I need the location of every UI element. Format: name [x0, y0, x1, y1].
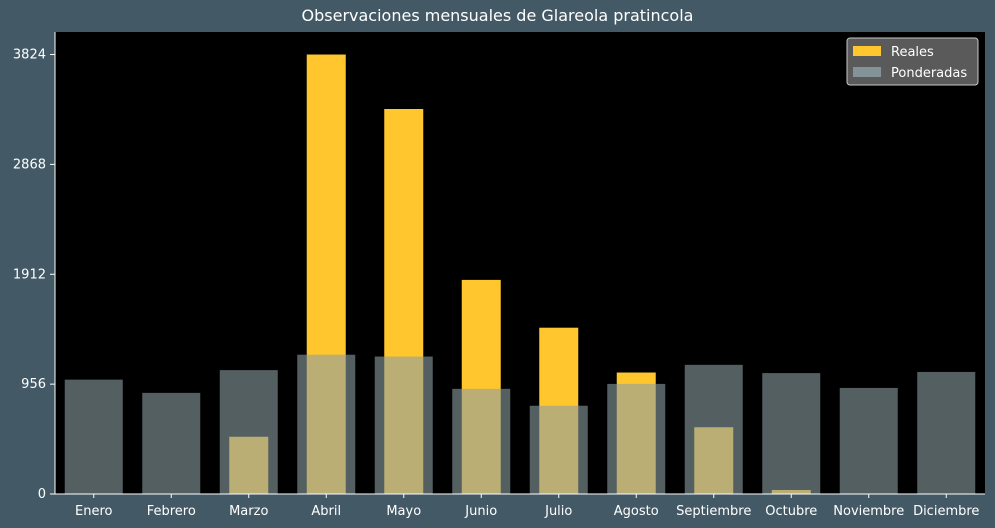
legend-label-reales: Reales — [891, 45, 934, 60]
bar-ponderadas-agosto — [607, 383, 666, 494]
y-tick-label: 2868 — [13, 157, 46, 172]
bar-ponderadas-marzo — [219, 370, 278, 494]
chart-title: Observaciones mensuales de Glareola prat… — [301, 6, 694, 25]
legend: Reales Ponderadas — [846, 37, 979, 86]
x-tick-label: Marzo — [229, 504, 268, 519]
y-tick-label: 1912 — [13, 267, 46, 282]
bar-ponderadas-febrero — [142, 392, 201, 494]
x-tick-label: Junio — [464, 504, 497, 519]
legend-swatch-reales — [853, 46, 881, 56]
bar-ponderadas-enero — [64, 379, 123, 494]
bar-ponderadas-julio — [529, 405, 588, 494]
x-tick-label: Enero — [75, 504, 113, 519]
x-tick-label: Febrero — [147, 504, 196, 519]
bar-ponderadas-septiembre — [684, 364, 743, 494]
x-tick-label: Octubre — [765, 504, 817, 519]
bar-ponderadas-mayo — [374, 356, 433, 494]
bar-ponderadas-abril — [297, 354, 356, 494]
y-tick-label: 956 — [21, 377, 46, 392]
y-axis: 0 956 1912 2868 3824 — [13, 32, 56, 502]
x-tick-label: Mayo — [386, 504, 421, 519]
bar-ponderadas-noviembre — [839, 387, 898, 494]
bars-layer — [64, 54, 976, 495]
x-tick-label: Diciembre — [913, 504, 979, 519]
x-tick-label: Julio — [544, 504, 572, 519]
y-tick-label: 3824 — [13, 48, 46, 63]
bar-ponderadas-junio — [452, 388, 511, 494]
x-tick-label: Abril — [311, 504, 341, 519]
x-tick-label: Noviembre — [833, 504, 904, 519]
bar-ponderadas-diciembre — [917, 371, 976, 494]
legend-label-ponderadas: Ponderadas — [891, 66, 967, 81]
bar-ponderadas-octubre — [762, 373, 821, 494]
y-tick-label: 0 — [38, 487, 46, 502]
plot-area — [55, 32, 985, 494]
x-tick-label: Agosto — [614, 504, 659, 519]
x-axis: Enero Febrero Marzo Abril Mayo Junio Julio Agos… — [55, 493, 985, 519]
legend-swatch-ponderadas — [853, 67, 881, 77]
x-tick-label: Septiembre — [676, 504, 751, 519]
